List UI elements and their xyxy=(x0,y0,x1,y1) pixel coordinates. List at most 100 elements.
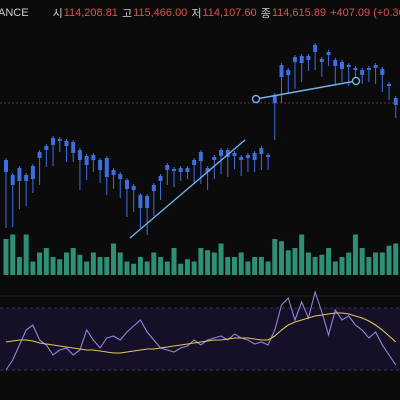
candle-body xyxy=(225,150,230,157)
candle-body xyxy=(172,169,176,171)
candle-body xyxy=(124,180,129,189)
candles xyxy=(4,43,398,235)
candle-body xyxy=(178,168,183,172)
candle-body xyxy=(259,148,264,154)
volume-bar xyxy=(238,252,244,275)
volume-bar xyxy=(111,243,117,275)
volume-bar xyxy=(258,257,264,275)
trendline-2-anchor-end[interactable] xyxy=(351,76,361,86)
volume-bar xyxy=(117,252,123,275)
candle-body xyxy=(205,168,210,172)
volume-bar xyxy=(16,257,22,275)
candle-body xyxy=(138,195,143,208)
trendline-2[interactable] xyxy=(255,80,357,100)
volume-bar xyxy=(171,248,177,275)
candle-body xyxy=(158,176,163,181)
open-value: 114,208.81 xyxy=(63,7,118,19)
low-label: 저 xyxy=(191,8,202,20)
volume-bar xyxy=(158,257,164,275)
volume-bar xyxy=(205,250,211,275)
candle-body xyxy=(326,52,331,55)
volume-bar xyxy=(63,252,69,275)
volume-bar xyxy=(359,248,365,275)
candle-body xyxy=(104,158,109,177)
volume-bar xyxy=(90,252,96,275)
volume-bar xyxy=(231,257,237,275)
volume-bar xyxy=(326,248,332,275)
candle-body xyxy=(360,70,365,75)
candle-body xyxy=(239,157,244,160)
high-value: 115,466.00 xyxy=(133,7,188,19)
volume-bar xyxy=(184,259,190,275)
trendline-1[interactable] xyxy=(129,139,246,239)
candle-body xyxy=(299,56,304,63)
candle-body xyxy=(366,68,371,70)
volume-bar xyxy=(191,261,197,275)
volume-bar xyxy=(225,257,231,275)
volume-bar xyxy=(131,263,137,275)
volume-bar xyxy=(379,252,385,275)
volume-bar xyxy=(346,252,352,275)
close-label: 종 xyxy=(260,8,271,20)
candle-body xyxy=(232,153,237,156)
volume-bar xyxy=(272,239,278,275)
change-percent: (+0.36% xyxy=(373,7,400,19)
candle-body xyxy=(30,166,35,179)
candle-body xyxy=(212,157,217,160)
volume-bar xyxy=(218,243,224,275)
candle-body xyxy=(219,150,224,156)
trend-drawings[interactable] xyxy=(129,76,361,239)
rsi-line xyxy=(5,290,397,371)
candle-body xyxy=(252,153,257,160)
volume-bar xyxy=(57,259,63,275)
trendline-2-anchor-start[interactable] xyxy=(251,94,261,104)
candle-body xyxy=(51,138,56,145)
volume-bar xyxy=(332,261,338,275)
rsi-moving-average-line xyxy=(5,312,397,354)
candle-body xyxy=(84,156,89,165)
ohlc-header: ANCE 시 114,208.81 고 115,466.00 저 114,107… xyxy=(0,2,400,24)
candle-body xyxy=(131,186,136,190)
candle-body xyxy=(333,60,338,66)
volume-bar xyxy=(373,252,379,275)
volume-bar xyxy=(352,234,358,275)
candle-body xyxy=(17,168,22,181)
volume-bar xyxy=(265,261,271,275)
volume-bar xyxy=(319,254,325,275)
change-value: +407.09 xyxy=(330,7,371,19)
candle-body xyxy=(286,70,291,75)
candle-body xyxy=(37,152,42,158)
volume-bar xyxy=(178,263,184,275)
candle-body xyxy=(44,146,49,150)
volume-bar xyxy=(151,252,157,275)
candle-body xyxy=(340,62,344,69)
volume-bar xyxy=(104,257,110,275)
volume-bar xyxy=(10,234,16,275)
volume-bar xyxy=(84,261,90,275)
candle-body xyxy=(292,57,297,62)
volume-bar xyxy=(23,234,29,275)
volume-bar xyxy=(285,250,291,275)
candle-body xyxy=(64,141,69,146)
candle-body xyxy=(71,142,76,153)
volume-bar xyxy=(312,257,318,275)
candle-body xyxy=(77,150,82,160)
symbol-label[interactable]: ANCE xyxy=(0,7,29,19)
candle-body xyxy=(4,160,8,172)
candle-body xyxy=(387,84,392,86)
candle-body xyxy=(185,168,190,172)
volume-bar xyxy=(164,261,170,275)
rsi-indicator xyxy=(5,290,397,371)
volume-bar xyxy=(366,257,372,275)
volume-bar xyxy=(3,239,9,275)
candle-body xyxy=(380,69,385,75)
candle-body xyxy=(98,160,103,170)
volume-bar xyxy=(198,248,204,275)
candle-body xyxy=(118,174,123,179)
candle-body xyxy=(306,56,311,60)
volume-bar xyxy=(393,243,399,275)
candle-body xyxy=(272,95,277,103)
volume-bars xyxy=(3,234,399,275)
